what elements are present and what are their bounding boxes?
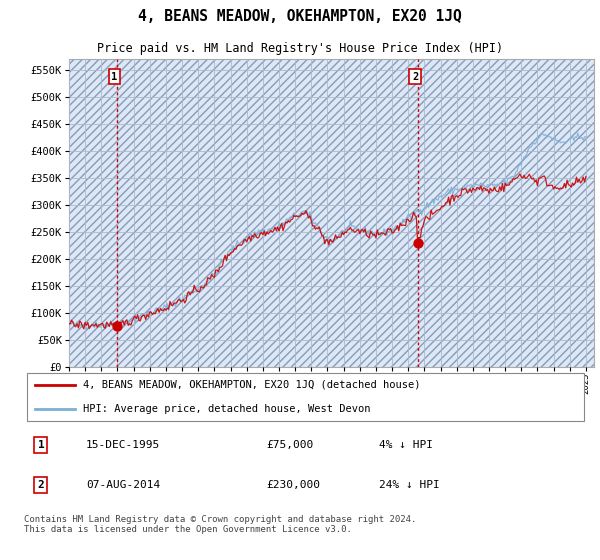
Point [112,322,122,331]
Text: 2: 2 [412,72,418,82]
Text: 4, BEANS MEADOW, OKEHAMPTON, EX20 1JQ: 4, BEANS MEADOW, OKEHAMPTON, EX20 1JQ [138,9,462,24]
Point [413,238,422,247]
Text: 24% ↓ HPI: 24% ↓ HPI [379,480,440,490]
Text: 2: 2 [38,480,44,490]
FancyBboxPatch shape [27,373,584,421]
Text: Contains HM Land Registry data © Crown copyright and database right 2024.
This d: Contains HM Land Registry data © Crown c… [24,515,416,534]
Text: Price paid vs. HM Land Registry's House Price Index (HPI): Price paid vs. HM Land Registry's House … [97,43,503,55]
Text: £230,000: £230,000 [266,480,320,490]
Text: 4% ↓ HPI: 4% ↓ HPI [379,440,433,450]
Text: £75,000: £75,000 [266,440,314,450]
Text: 1: 1 [111,72,118,82]
Text: 4, BEANS MEADOW, OKEHAMPTON, EX20 1JQ (detached house): 4, BEANS MEADOW, OKEHAMPTON, EX20 1JQ (d… [83,380,421,390]
Text: HPI: Average price, detached house, West Devon: HPI: Average price, detached house, West… [83,404,371,414]
Text: 15-DEC-1995: 15-DEC-1995 [86,440,160,450]
Text: 07-AUG-2014: 07-AUG-2014 [86,480,160,490]
Text: 1: 1 [38,440,44,450]
